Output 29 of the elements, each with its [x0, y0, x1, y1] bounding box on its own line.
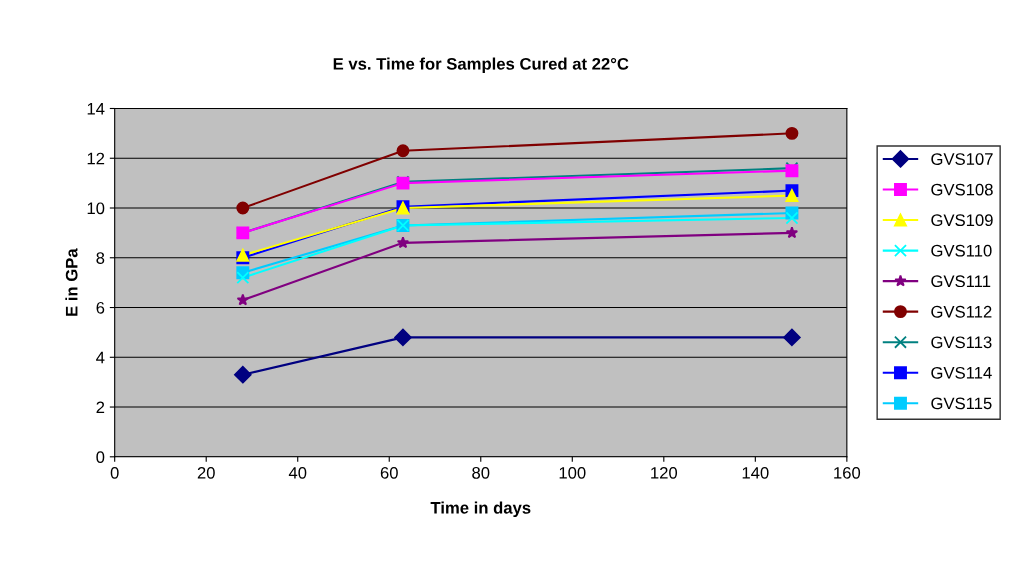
legend-label: GVS111 [931, 275, 991, 288]
y-tick-label: 4 [96, 351, 105, 364]
x-tick-label: 100 [559, 466, 586, 479]
legend-label: GVS108 [931, 183, 993, 196]
y-tick-label: 0 [96, 451, 105, 463]
x-axis-title: Time in days [430, 501, 531, 518]
legend-label: GVS115 [931, 397, 992, 410]
legend-label: GVS109 [931, 214, 993, 227]
y-tick-label: 2 [96, 401, 105, 414]
x-tick-label: 20 [197, 466, 215, 479]
chart-title: E vs. Time for Samples Cured at 22°C [333, 57, 629, 74]
x-tick-label: 160 [834, 466, 861, 479]
y-tick-label: 8 [96, 252, 105, 264]
legend-label: GVS107 [931, 153, 993, 165]
y-tick-label: 6 [96, 301, 105, 314]
x-tick-label: 60 [380, 466, 398, 479]
x-tick-label: 0 [110, 466, 119, 479]
legend-label: GVS114 [931, 366, 992, 379]
y-axis-title: E in GPa [65, 248, 78, 316]
x-tick-label: 40 [288, 466, 307, 479]
x-tick-label: 140 [742, 466, 769, 479]
y-tick-label: 10 [87, 202, 105, 215]
y-tick-label: 14 [87, 103, 105, 115]
legend-label: GVS113 [931, 336, 992, 349]
x-tick-label: 120 [651, 466, 678, 479]
y-tick-label: 12 [87, 152, 105, 165]
legend-label: GVS110 [931, 244, 992, 257]
legend-label: GVS112 [931, 305, 992, 318]
x-tick-label: 80 [472, 466, 490, 479]
